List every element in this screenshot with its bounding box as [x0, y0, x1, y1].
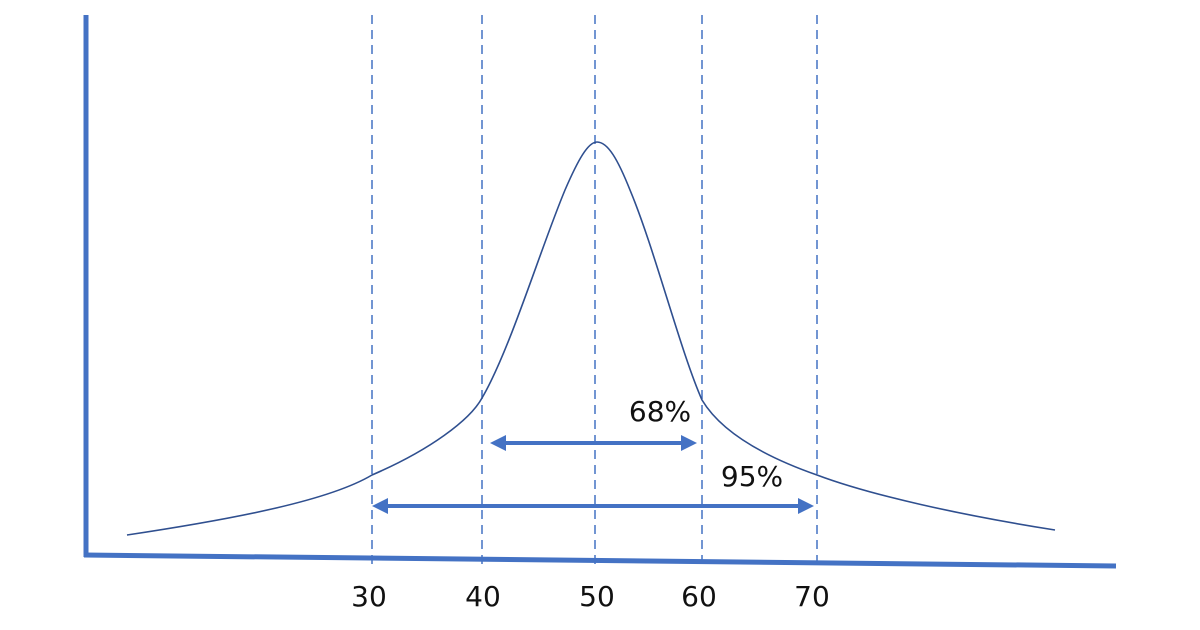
x-tick-label: 60 — [681, 580, 717, 613]
interval-label: 68% — [629, 395, 691, 428]
guides — [371, 15, 818, 565]
x-tick-label: 70 — [794, 580, 830, 613]
x-tick-label: 40 — [465, 580, 501, 613]
interval-label: 95% — [721, 460, 783, 493]
bell-curve — [126, 141, 1056, 536]
x-axis — [83, 552, 1117, 569]
x-tick-label: 50 — [579, 580, 615, 613]
x-tick-label: 30 — [351, 580, 387, 613]
